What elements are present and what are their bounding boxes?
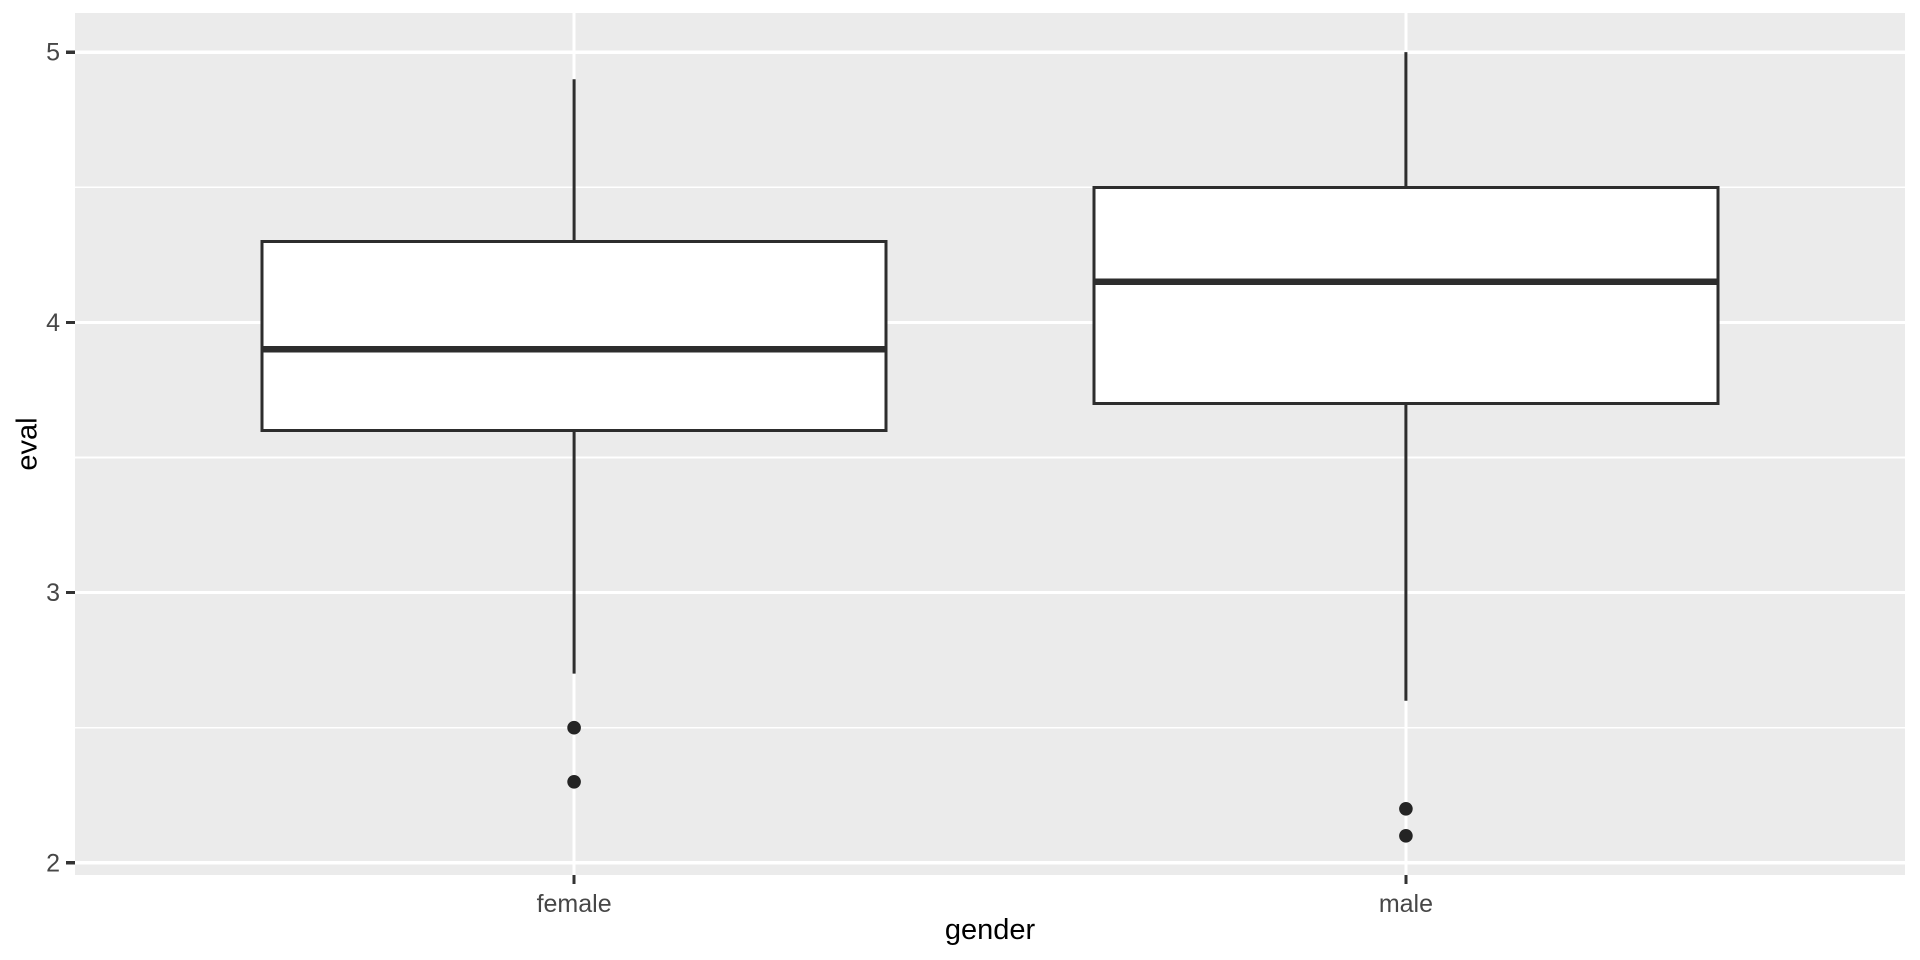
iqr-box bbox=[260, 239, 888, 432]
y-tick-label: 3 bbox=[46, 579, 60, 607]
x-tick-label: male bbox=[1379, 890, 1433, 918]
x-axis-title: gender bbox=[944, 914, 1036, 946]
y-tick-label: 4 bbox=[46, 309, 60, 337]
outlier-point bbox=[567, 720, 581, 735]
x-tick-label: female bbox=[537, 890, 612, 918]
panel-background bbox=[75, 13, 1905, 875]
iqr-box bbox=[1092, 185, 1720, 405]
y-tick-label: 2 bbox=[46, 849, 60, 877]
outlier-point bbox=[1399, 801, 1413, 816]
y-tick-label: 5 bbox=[46, 39, 60, 67]
y-axis-title: eval bbox=[11, 417, 44, 471]
outlier-point bbox=[1399, 829, 1413, 843]
outlier-point bbox=[567, 774, 581, 789]
